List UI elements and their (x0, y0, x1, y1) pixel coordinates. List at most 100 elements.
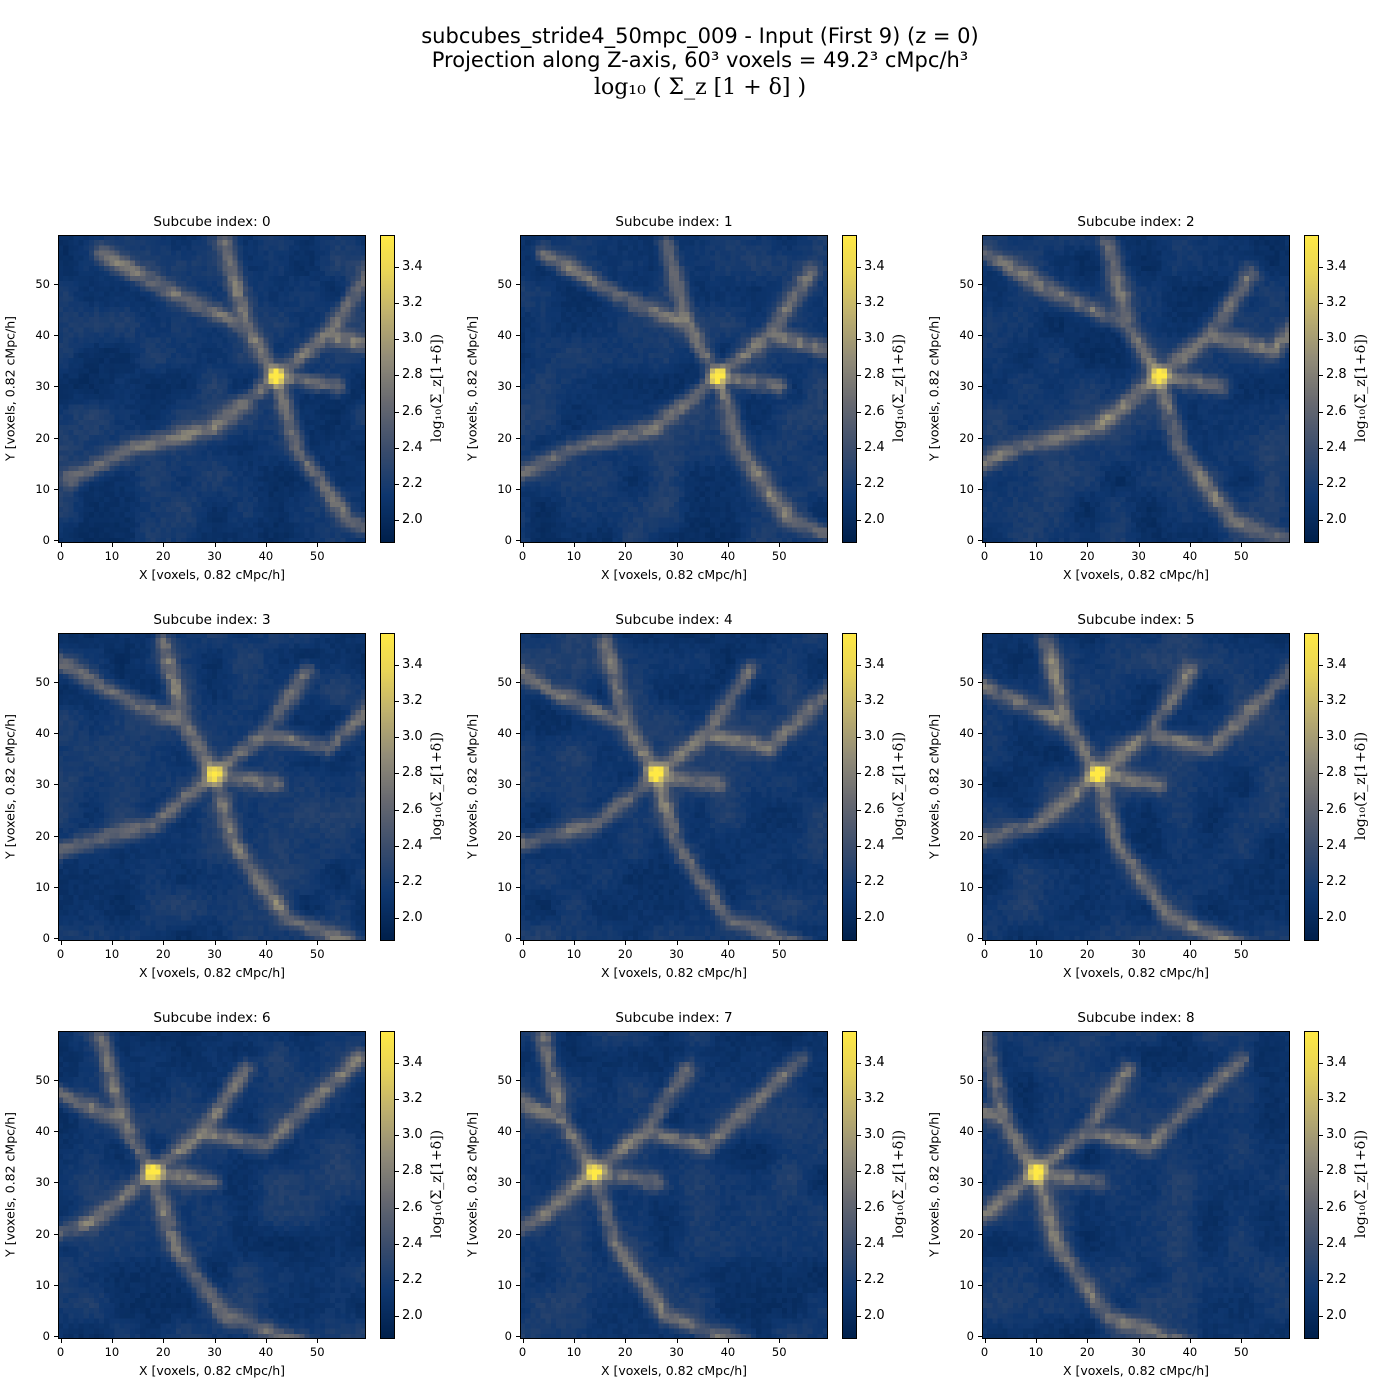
x-tick (1241, 543, 1243, 547)
x-tick-label: 0 (518, 1345, 527, 1359)
y-tick-label: 20 (35, 1226, 50, 1241)
colorbar-tick-label: 2.2 (864, 1271, 885, 1287)
y-axis-label: Y [voxels, 0.82 cMpc/h] (926, 713, 942, 860)
colorbar-tick-label: 3.4 (864, 1055, 885, 1071)
x-axis-label: X [voxels, 0.82 cMpc/h] (139, 965, 285, 980)
colorbar-tick-label: 3.2 (1326, 295, 1347, 311)
panel-title: Subcube index: 6 (153, 1010, 271, 1026)
colorbar-tick (857, 447, 861, 449)
y-tick-label: 50 (35, 1072, 50, 1087)
y-axis-label: Y [voxels, 0.82 cMpc/h] (2, 315, 18, 462)
colorbar-tick-label: 2.4 (864, 1235, 885, 1251)
colorbar-tick (857, 303, 861, 305)
y-axis-label: Y [voxels, 0.82 cMpc/h] (464, 1111, 480, 1258)
x-tick (111, 941, 113, 945)
colorbar-tick-label: 3.2 (1326, 693, 1347, 709)
colorbar-tick-label: 2.2 (1326, 475, 1347, 491)
y-tick-label: 40 (497, 1124, 512, 1139)
colorbar-label: log₁₀(Σ_z[1+δ]) (429, 333, 445, 443)
x-tick-label: 10 (566, 1345, 582, 1359)
x-tick (163, 1339, 165, 1343)
colorbar-tick-label: 2.2 (1326, 1271, 1347, 1287)
colorbar-tick-label: 3.4 (1326, 657, 1347, 673)
y-tick (978, 283, 982, 285)
x-tick (625, 1339, 627, 1343)
x-tick (1035, 941, 1037, 945)
colorbar-tick (1319, 1279, 1323, 1281)
colorbar-tick (395, 809, 399, 811)
y-tick (978, 1285, 982, 1287)
colorbar-tick (857, 1243, 861, 1245)
y-tick-label: 0 (42, 931, 50, 946)
figure-title-line1: subcubes_stride4_50mpc_009 - Input (Firs… (421, 24, 979, 48)
colorbar-tick (857, 519, 861, 521)
x-tick (1087, 941, 1089, 945)
x-tick-label: 0 (980, 947, 989, 961)
y-tick-label: 50 (35, 674, 50, 689)
x-tick-label: 50 (309, 1345, 325, 1359)
figure-title: subcubes_stride4_50mpc_009 - Input (Firs… (0, 24, 1400, 100)
colorbar (380, 1031, 395, 1339)
y-tick (54, 1233, 58, 1235)
x-tick (1241, 1339, 1243, 1343)
colorbar-tick (395, 1207, 399, 1209)
heatmap (58, 1031, 366, 1339)
colorbar-tick-label: 2.8 (1326, 1163, 1347, 1179)
colorbar-tick-label: 3.0 (864, 1127, 885, 1143)
x-tick (1189, 543, 1191, 547)
x-tick-label: 20 (1079, 947, 1095, 961)
x-tick-label: 0 (518, 549, 527, 563)
x-tick-label: 50 (309, 947, 325, 961)
colorbar-tick (857, 1171, 861, 1173)
y-tick-label: 20 (497, 1226, 512, 1241)
x-tick-label: 40 (720, 947, 736, 961)
colorbar-tick (395, 267, 399, 269)
colorbar-tick-label: 2.6 (1326, 1199, 1347, 1215)
x-axis-label: X [voxels, 0.82 cMpc/h] (139, 567, 285, 582)
y-tick (54, 283, 58, 285)
colorbar-tick (395, 881, 399, 883)
panel-title: Subcube index: 4 (615, 612, 733, 628)
colorbar-tick-label: 2.2 (864, 873, 885, 889)
y-tick-label: 0 (504, 931, 512, 946)
x-tick (984, 1339, 986, 1343)
colorbar-tick (857, 411, 861, 413)
y-tick (516, 489, 520, 491)
colorbar-tick-label: 2.2 (864, 475, 885, 491)
colorbar-tick (1319, 773, 1323, 775)
x-tick-label: 20 (1079, 549, 1095, 563)
colorbar-tick-label: 3.0 (864, 331, 885, 347)
x-tick (779, 1339, 781, 1343)
y-axis-label: Y [voxels, 0.82 cMpc/h] (2, 713, 18, 860)
figure-title-line2: Projection along Z-axis, 60³ voxels = 49… (431, 48, 969, 72)
colorbar-tick-label: 2.8 (1326, 367, 1347, 383)
heatmap (520, 633, 828, 941)
colorbar-tick-label: 2.6 (864, 801, 885, 817)
x-axis-label: X [voxels, 0.82 cMpc/h] (1063, 965, 1209, 980)
colorbar-tick-label: 3.0 (864, 729, 885, 745)
x-tick-label: 30 (1131, 947, 1146, 961)
colorbar-tick-label: 3.4 (1326, 259, 1347, 275)
x-axis-label: X [voxels, 0.82 cMpc/h] (139, 1363, 285, 1378)
y-tick (516, 887, 520, 889)
y-tick-label: 20 (959, 430, 974, 445)
colorbar-tick (395, 845, 399, 847)
heatmap (982, 1031, 1290, 1339)
x-tick (676, 941, 678, 945)
colorbar-tick-label: 2.4 (402, 439, 423, 455)
colorbar-tick (395, 737, 399, 739)
y-tick (54, 1079, 58, 1081)
colorbar-tick (1319, 917, 1323, 919)
y-tick (54, 835, 58, 837)
x-tick (163, 941, 165, 945)
colorbar-tick-label: 2.2 (1326, 873, 1347, 889)
heatmap (520, 235, 828, 543)
colorbar-tick-label: 2.6 (1326, 403, 1347, 419)
y-tick (978, 784, 982, 786)
y-tick (978, 835, 982, 837)
y-tick (978, 1182, 982, 1184)
x-tick-label: 40 (258, 947, 274, 961)
x-tick (625, 543, 627, 547)
colorbar-tick (857, 1315, 861, 1317)
colorbar-tick (1319, 809, 1323, 811)
